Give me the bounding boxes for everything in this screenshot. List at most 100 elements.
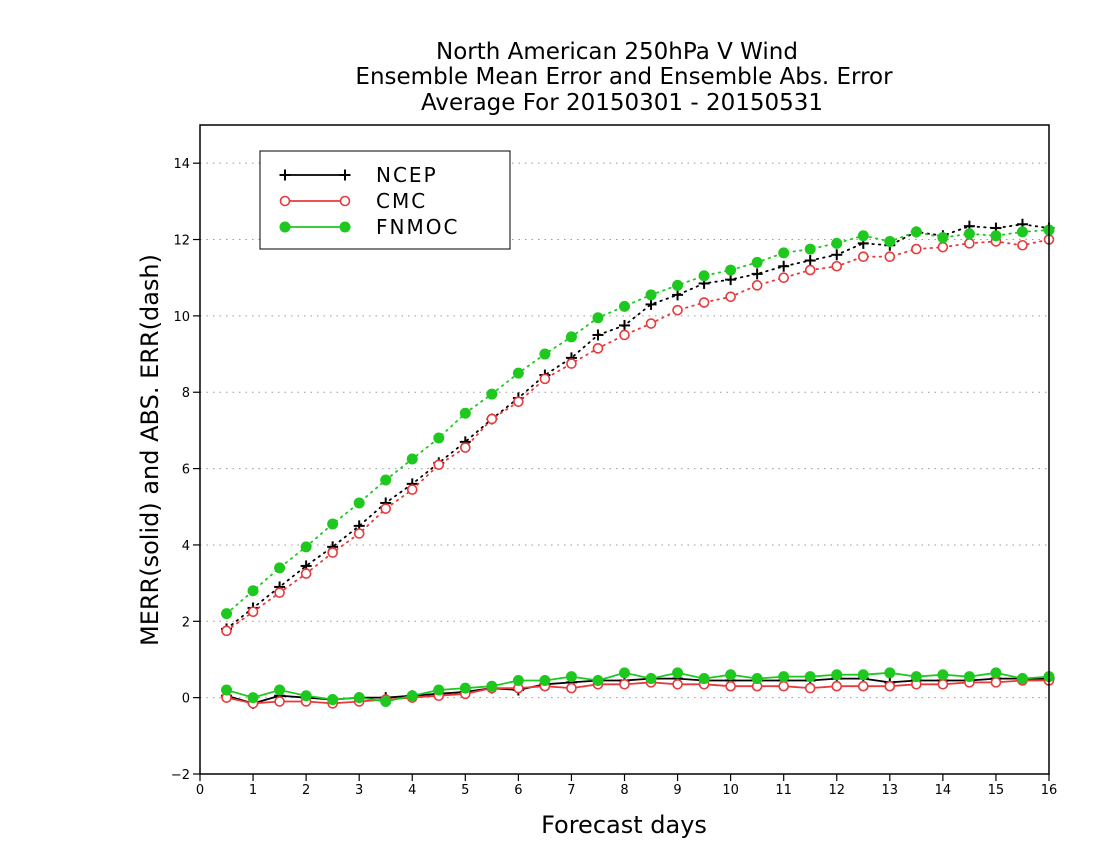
- merr-point-cmc: [274, 696, 285, 707]
- abs-err-point-cmc: [300, 568, 312, 579]
- y-tick-label: 12: [173, 234, 190, 249]
- merr-point-fnmoc: [380, 695, 392, 707]
- title-line-2: Ensemble Mean Error and Ensemble Abs. Er…: [355, 64, 893, 90]
- abs-err-point-cmc: [513, 396, 524, 408]
- x-tick-label: 2: [302, 783, 310, 798]
- y-tick-label: −2: [171, 768, 190, 783]
- abs-err-point-cmc: [725, 291, 736, 303]
- merr-point-cmc: [725, 680, 736, 692]
- x-tick-label: 8: [620, 783, 628, 798]
- abs-err-point-fnmoc: [565, 331, 577, 343]
- merr-point-cmc: [778, 680, 789, 692]
- merr-point-cmc: [857, 680, 869, 692]
- x-tick-label: 6: [514, 783, 522, 798]
- abs-err-point-ncep: [778, 260, 790, 272]
- abs-err-point-ncep: [592, 329, 604, 341]
- abs-err-point-fnmoc: [1016, 226, 1028, 238]
- abs-err-point-ncep: [672, 289, 684, 301]
- abs-err-point-cmc: [433, 459, 445, 471]
- merr-point-cmc: [884, 680, 896, 692]
- legend-label-cmc: CMC: [376, 189, 427, 213]
- abs-err-point-fnmoc: [433, 432, 445, 444]
- y-tick-label: 10: [173, 310, 190, 325]
- x-tick-label: 16: [1041, 783, 1058, 798]
- series-ncep-abs-err: [221, 218, 1055, 635]
- legend-label-ncep: NCEP: [376, 163, 438, 187]
- abs-err-point-fnmoc: [539, 348, 551, 360]
- x-tick-label: 14: [935, 783, 952, 798]
- abs-err-point-fnmoc: [751, 256, 763, 268]
- abs-err-point-cmc: [937, 241, 949, 253]
- abs-err-point-fnmoc: [327, 518, 339, 530]
- abs-err-point-cmc: [751, 280, 763, 291]
- x-tick-label: 0: [196, 783, 204, 798]
- merr-point-fnmoc: [884, 667, 896, 679]
- merr-point-fnmoc: [406, 690, 418, 702]
- x-tick-label: 11: [775, 783, 792, 798]
- merr-point-fnmoc: [963, 671, 975, 683]
- y-tick-label: 6: [182, 463, 190, 478]
- merr-point-fnmoc: [1016, 673, 1028, 685]
- merr-point-fnmoc: [645, 673, 657, 685]
- x-tick-label: 13: [882, 783, 899, 798]
- abs-err-point-fnmoc: [459, 407, 471, 419]
- abs-err-point-cmc: [221, 625, 232, 637]
- abs-err-point-ncep: [831, 249, 843, 261]
- merr-point-fnmoc: [751, 673, 763, 685]
- abs-err-point-cmc: [327, 547, 338, 558]
- abs-err-line-fnmoc: [225, 229, 1050, 615]
- abs-err-point-fnmoc: [778, 247, 790, 259]
- merr-point-fnmoc: [698, 673, 710, 685]
- merr-point-fnmoc: [433, 684, 445, 696]
- series-fnmoc-abs-err: [221, 224, 1055, 620]
- legend-marker: [279, 169, 291, 181]
- abs-err-point-cmc: [831, 260, 843, 272]
- abs-err-point-fnmoc: [512, 367, 524, 379]
- merr-point-fnmoc: [327, 694, 339, 706]
- merr-point-fnmoc: [990, 667, 1002, 679]
- abs-err-point-fnmoc: [725, 264, 737, 276]
- abs-err-point-cmc: [964, 238, 975, 249]
- merr-point-cmc: [619, 678, 630, 690]
- abs-err-point-cmc: [566, 358, 577, 369]
- legend-label-fnmoc: FNMOC: [376, 215, 459, 239]
- abs-err-point-fnmoc: [247, 585, 259, 597]
- abs-err-point-fnmoc: [406, 453, 418, 465]
- merr-point-fnmoc: [778, 671, 790, 683]
- abs-err-point-fnmoc: [380, 474, 392, 486]
- abs-err-point-fnmoc: [353, 497, 365, 509]
- abs-err-point-fnmoc: [486, 388, 498, 400]
- abs-err-point-cmc: [380, 503, 392, 514]
- merr-point-fnmoc: [857, 669, 869, 681]
- merr-point-fnmoc: [459, 682, 471, 694]
- merr-point-fnmoc: [672, 667, 684, 679]
- x-tick-label: 5: [461, 783, 469, 798]
- x-tick-label: 3: [355, 783, 363, 798]
- legend-item-cmc: CMC: [279, 189, 427, 213]
- x-tick-label: 9: [673, 783, 681, 798]
- merr-point-cmc: [990, 677, 1002, 688]
- legend-marker: [279, 195, 291, 207]
- merr-point-fnmoc: [247, 692, 259, 704]
- abs-err-point-fnmoc: [592, 312, 604, 324]
- abs-err-point-ncep: [725, 274, 737, 286]
- merr-point-cmc: [937, 678, 949, 690]
- abs-err-point-cmc: [406, 484, 418, 495]
- abs-err-line-ncep: [225, 223, 1050, 630]
- abs-err-point-fnmoc: [884, 235, 896, 247]
- merr-point-cmc: [831, 680, 843, 692]
- abs-err-point-fnmoc: [804, 243, 816, 255]
- abs-err-point-fnmoc: [672, 279, 684, 291]
- series-layer: [221, 218, 1055, 709]
- abs-err-point-cmc: [804, 264, 816, 276]
- y-axis-label: MERR(solid) and ABS. ERR(dash): [136, 254, 164, 646]
- abs-err-point-fnmoc: [698, 270, 710, 282]
- x-tick-label: 1: [249, 783, 257, 798]
- series-ncep-merr: [221, 673, 1055, 709]
- chart-title: North American 250hPa V Wind Ensemble Me…: [355, 39, 893, 116]
- abs-err-point-fnmoc: [619, 300, 630, 312]
- abs-err-point-ncep: [804, 255, 816, 267]
- abs-err-point-cmc: [353, 528, 365, 539]
- legend-marker: [339, 169, 351, 181]
